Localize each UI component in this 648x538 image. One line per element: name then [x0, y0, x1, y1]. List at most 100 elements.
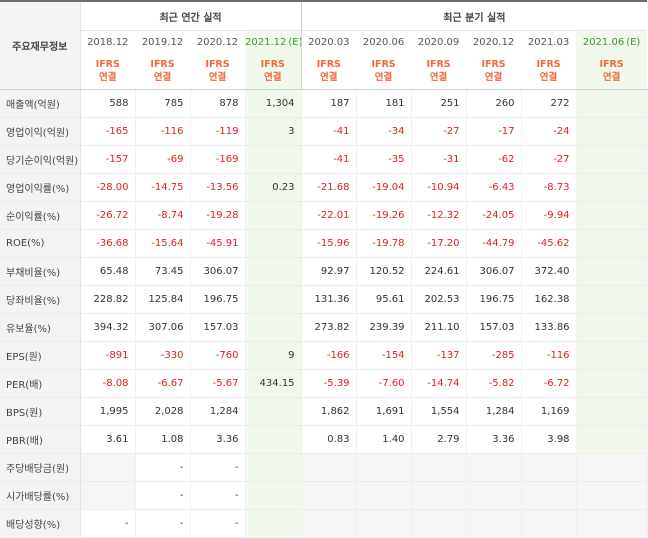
table-cell: 1,169: [521, 397, 577, 426]
row-label: 부채비율(%): [0, 257, 81, 286]
table-cell: -: [135, 509, 191, 538]
table-row: 매출액(억원) 588 785 878 1,304 187 181 251 260 272: [0, 89, 648, 118]
table-cell: -: [190, 453, 246, 482]
table-cell: 251: [411, 89, 467, 118]
column-date-text: 2020.12: [196, 36, 239, 48]
table-row: EPS(원) -891 -330 -760 9 -166 -154 -137 -285 -116: [0, 341, 648, 370]
column-date: 2018.12: [80, 30, 135, 53]
table-cell: 133.86: [521, 313, 577, 342]
table-cell: -26.72: [80, 201, 136, 230]
table-cell: 125.84: [135, 285, 191, 314]
table-cell: [576, 257, 648, 286]
table-cell: -22.01: [300, 201, 357, 230]
ifrs-label: IFRS: [150, 59, 175, 70]
consolidated-label: 연결: [429, 72, 448, 83]
table-row: ROE(%) -36.68 -15.64 -45.91 -15.96 -19.78 -17.…: [0, 229, 648, 258]
table-cell: [245, 481, 302, 510]
table-cell: 3.61: [80, 425, 136, 454]
table-cell: [300, 453, 357, 482]
row-label: 순이익률(%): [0, 201, 81, 230]
table-cell: 1.08: [135, 425, 191, 454]
table-cell: -285: [466, 341, 522, 370]
table-cell: -31: [411, 145, 467, 174]
table-cell: -36.68: [80, 229, 136, 258]
table-cell: [245, 285, 302, 314]
table-cell: 306.07: [466, 257, 522, 286]
table-cell: 120.52: [356, 257, 412, 286]
table-cell: 434.15: [245, 369, 302, 398]
table-cell: [576, 397, 648, 426]
table-row: 시가배당률(%) - -: [0, 481, 648, 510]
column-date: 2020.12: [190, 30, 245, 53]
row-label: PER(배): [0, 369, 81, 398]
table-row: 영업이익률(%) -28.00 -14.75 -13.56 0.23 -21.68 -19.…: [0, 173, 648, 202]
table-cell: 3: [245, 117, 302, 146]
row-label: 배당성향(%): [0, 509, 81, 538]
date-row: 2018.122019.122020.122021.12(E)2020.0320…: [0, 30, 648, 53]
table-cell: [300, 509, 357, 538]
table-cell: -165: [80, 117, 136, 146]
row-label: 유보율(%): [0, 313, 81, 342]
table-cell: -157: [80, 145, 136, 174]
ifrs-label: IFRS: [205, 59, 230, 70]
table-cell: [576, 425, 648, 454]
column-date-text: 2021.06: [582, 36, 625, 48]
table-row: 영업이익(억원) -165 -116 -119 3 -41 -34 -27 -17 -24: [0, 117, 648, 146]
ifrs-row: IFRS 연결 IFRS 연결 IFRS 연결 IFRS 연결 IFRS 연결 IFRS 연결 IFRS…: [0, 53, 648, 90]
table-cell: [80, 481, 136, 510]
table-cell: -17.20: [411, 229, 467, 258]
table-cell: [80, 453, 136, 482]
row-label: 당좌비율(%): [0, 285, 81, 314]
table-cell: 196.75: [466, 285, 522, 314]
table-cell: -12.32: [411, 201, 467, 230]
table-cell: -116: [135, 117, 191, 146]
table-cell: 211.10: [411, 313, 467, 342]
table-cell: 785: [135, 89, 191, 118]
table-cell: -27: [411, 117, 467, 146]
table-cell: -8.74: [135, 201, 191, 230]
annual-title: 최근 연간 실적: [80, 0, 302, 31]
ifrs-badge: IFRS 연결: [190, 53, 245, 90]
table-cell: 2.79: [411, 425, 467, 454]
table-cell: 1,284: [466, 397, 522, 426]
ifrs-badge: IFRS 연결: [521, 53, 577, 90]
column-date-text: 2020.09: [417, 36, 460, 48]
quarter-title: 최근 분기 실적: [300, 0, 648, 31]
estimate-mark: (E): [626, 36, 641, 48]
table-cell: -45.91: [190, 229, 246, 258]
table-cell: 9: [245, 341, 302, 370]
ifrs-badge: IFRS 연결: [411, 53, 467, 90]
table-cell: 1,284: [190, 397, 246, 426]
column-date-text: 2020.03: [308, 36, 350, 48]
table-cell: [356, 509, 412, 538]
ifrs-badge: IFRS 연결: [300, 53, 357, 90]
table-cell: -: [80, 509, 136, 538]
table-cell: -15.96: [300, 229, 357, 258]
table-cell: 1,862: [300, 397, 357, 426]
table-cell: -13.56: [190, 173, 246, 202]
column-date: 2020.03: [300, 30, 357, 53]
table-cell: 202.53: [411, 285, 467, 314]
table-cell: -154: [356, 341, 412, 370]
table-cell: -891: [80, 341, 136, 370]
table-cell: [411, 453, 467, 482]
column-date: 2020.12: [466, 30, 522, 53]
table-cell: -330: [135, 341, 191, 370]
table-cell: -6.43: [466, 173, 522, 202]
column-date-text: 2020.12: [472, 36, 515, 48]
table-row: 유보율(%) 394.32 307.06 157.03 273.82 239.39 211.…: [0, 313, 648, 342]
table-cell: -35: [356, 145, 412, 174]
column-date: 2020.06: [356, 30, 412, 53]
table-cell: -17: [466, 117, 522, 146]
table-cell: -760: [190, 341, 246, 370]
table-cell: -119: [190, 117, 246, 146]
table-cell: 196.75: [190, 285, 246, 314]
table-cell: [300, 481, 357, 510]
ifrs-label: IFRS: [371, 59, 396, 70]
table-cell: [466, 481, 522, 510]
table-row: 순이익률(%) -26.72 -8.74 -19.28 -22.01 -19.26 -12.…: [0, 201, 648, 230]
ifrs-badge: IFRS 연결: [135, 53, 190, 90]
table-cell: 162.38: [521, 285, 577, 314]
consolidated-label: 연결: [374, 72, 393, 83]
table-row: BPS(원) 1,995 2,028 1,284 1,862 1,691 1,554 1,28…: [0, 397, 648, 426]
